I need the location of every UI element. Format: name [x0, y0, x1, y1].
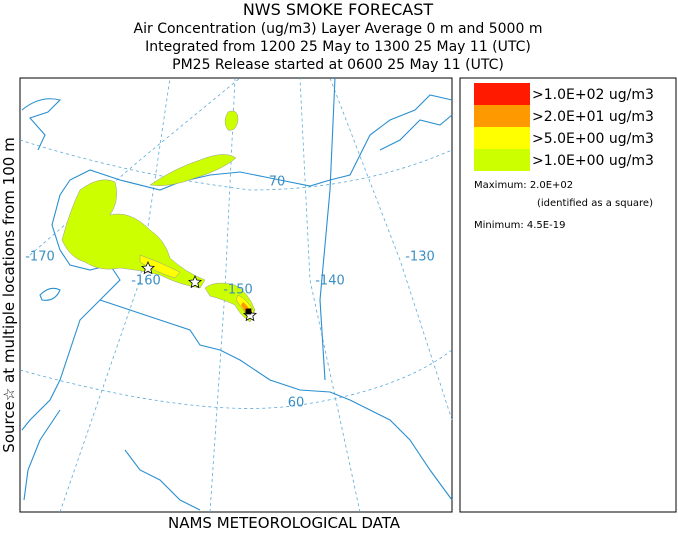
header: NWS SMOKE FORECAST Air Concentration (ug/…: [134, 0, 543, 73]
maximum-note: (identified as a square): [537, 198, 653, 209]
map-labels: -170 -160 -150 -140 -130 70 60: [25, 175, 435, 411]
legend-label: >1.0E+00 ug/m3: [532, 153, 654, 169]
legend-label: >2.0E+01 ug/m3: [532, 109, 654, 125]
coastline: [379, 114, 453, 151]
graticule-label: 60: [288, 396, 305, 411]
source-star: [141, 261, 155, 275]
minimum: Minimum: 4.5E-19: [474, 220, 565, 231]
footer: NAMS METEOROLOGICAL DATA: [168, 514, 401, 532]
subtitle: PM25 Release started at 0600 25 May 11 (…: [172, 57, 504, 73]
plume: [224, 110, 239, 131]
parallel: [19, 139, 453, 191]
coastline: [23, 409, 61, 501]
graticule-label: 70: [269, 175, 286, 190]
plume: [149, 154, 237, 186]
source-star: [243, 308, 257, 322]
island: [39, 287, 61, 301]
legend-swatch: [474, 149, 530, 171]
border: [319, 77, 336, 381]
coastline: [21, 94, 453, 431]
source-label: Source☆ at multiple locations from 100 m: [0, 137, 18, 452]
legend-label: >1.0E+02 ug/m3: [532, 87, 654, 103]
meridian: [329, 77, 453, 421]
parallel: [19, 349, 453, 409]
coastline: [124, 449, 201, 511]
graticule-label: -160: [131, 274, 161, 289]
title: NWS SMOKE FORECAST: [243, 0, 434, 19]
subtitle: Integrated from 1200 25 May to 1300 25 M…: [145, 39, 531, 55]
graticule-label: -130: [405, 250, 435, 265]
graticule-label: -150: [223, 283, 253, 298]
legend: >1.0E+02 ug/m3 >2.0E+01 ug/m3 >5.0E+00 ug/…: [474, 83, 654, 171]
graticule-label: -140: [315, 274, 345, 289]
legend-label: >5.0E+00 ug/m3: [532, 131, 654, 147]
plume: [204, 282, 256, 323]
coastline: [99, 299, 453, 501]
coastline: [21, 98, 62, 151]
legend-swatch: [474, 83, 530, 105]
meridian: [299, 77, 361, 513]
sources: [141, 261, 257, 322]
maximum-square: [245, 308, 252, 315]
plume: [61, 179, 206, 289]
legend-swatch: [474, 127, 530, 149]
legend-swatch: [474, 105, 530, 127]
source-star: [188, 275, 202, 289]
maximum: Maximum: 2.0E+02: [474, 180, 573, 191]
graticule-label: -170: [25, 250, 55, 265]
coastlines: [21, 77, 453, 511]
subtitle: Air Concentration (ug/m3) Layer Average …: [134, 21, 543, 37]
